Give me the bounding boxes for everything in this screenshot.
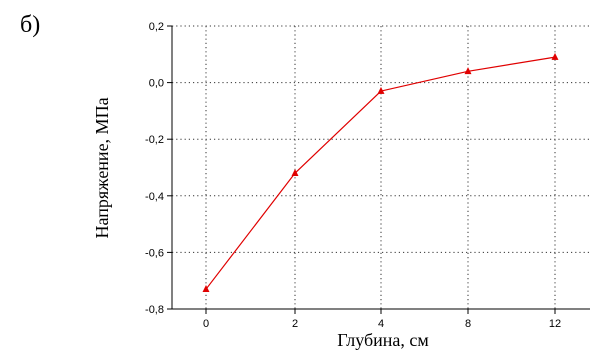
y-tick-label: 0,2 xyxy=(149,21,164,33)
data-point-marker xyxy=(291,168,299,176)
data-point-marker xyxy=(377,86,385,94)
x-axis-title: Глубина, см xyxy=(337,330,429,350)
data-point-marker xyxy=(551,52,559,60)
y-tick-label: -0,2 xyxy=(145,134,164,146)
x-tick-label: 12 xyxy=(549,318,561,330)
x-tick-label: 2 xyxy=(292,318,298,330)
data-point-marker xyxy=(464,67,472,75)
axes xyxy=(167,25,590,314)
series-group xyxy=(202,52,559,292)
y-tick-label: -0,4 xyxy=(145,191,164,203)
y-tick-label: -0,6 xyxy=(145,247,164,259)
y-tick-label: 0,0 xyxy=(149,78,164,90)
y-tick-label: -0,8 xyxy=(145,304,164,316)
x-tick-label: 4 xyxy=(378,318,384,330)
tick-labels: 0,2 0,0 -0,2 -0,4 -0,6 -0,8 0 2 4 8 12 xyxy=(145,21,561,330)
x-tick-label: 8 xyxy=(465,318,471,330)
y-axis-title: Напряжение, МПа xyxy=(92,97,112,238)
x-tick-label: 0 xyxy=(203,318,209,330)
data-point-marker xyxy=(202,285,210,292)
grid xyxy=(172,25,590,310)
panel-label: б) xyxy=(20,12,40,38)
